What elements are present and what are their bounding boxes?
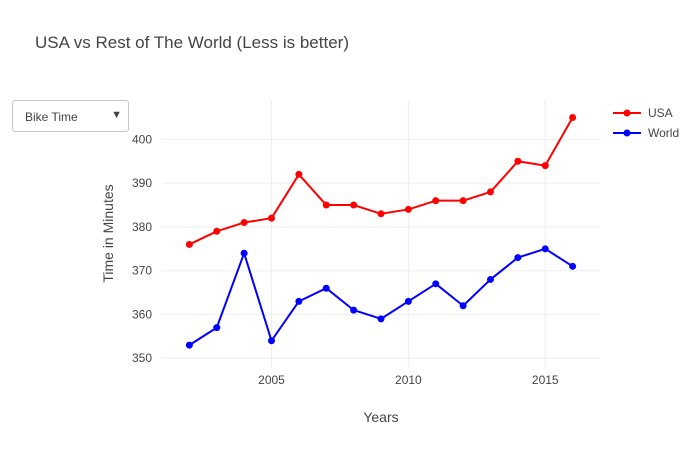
data-point[interactable] (185, 240, 193, 248)
series-usa (185, 114, 577, 248)
data-point[interactable] (322, 284, 330, 292)
data-point[interactable] (350, 201, 358, 209)
x-tick-labels: 2005 2010 2015 (258, 373, 559, 387)
legend-item-usa[interactable]: USA (613, 106, 673, 120)
data-point[interactable] (459, 302, 467, 310)
data-point[interactable] (350, 306, 358, 314)
data-point[interactable] (268, 214, 275, 222)
data-point[interactable] (404, 297, 412, 305)
legend-marker (623, 129, 631, 137)
data-point[interactable] (432, 280, 440, 288)
y-axis-title: Time in Minutes (100, 184, 116, 282)
data-point[interactable] (295, 170, 303, 178)
x-axis-title: Years (363, 409, 398, 425)
x-tick-label: 2005 (258, 373, 285, 387)
data-point[interactable] (487, 188, 494, 196)
y-tick-label: 400 (132, 132, 152, 146)
data-point[interactable] (185, 341, 193, 349)
data-point[interactable] (404, 205, 412, 213)
data-point[interactable] (514, 254, 522, 262)
data-point[interactable] (213, 227, 221, 235)
metric-dropdown[interactable]: Bike Time ▼ (12, 100, 129, 132)
x-tick-label: 2010 (395, 373, 422, 387)
legend-item-world[interactable]: World (613, 126, 679, 140)
data-point[interactable] (240, 219, 248, 227)
y-tick-label: 390 (132, 176, 152, 190)
y-tick-label: 360 (132, 307, 152, 321)
legend: USA World (613, 106, 679, 140)
series-group (185, 114, 577, 349)
data-point[interactable] (240, 249, 248, 257)
data-point[interactable] (213, 324, 221, 332)
y-tick-label: 380 (132, 220, 152, 234)
data-point[interactable] (377, 210, 385, 218)
y-tick-labels: 350 360 370 380 390 400 (132, 132, 152, 365)
series-line (188, 117, 574, 246)
data-point[interactable] (432, 197, 440, 205)
data-point[interactable] (569, 262, 577, 270)
data-point[interactable] (569, 114, 577, 122)
series-world (185, 245, 577, 349)
data-point[interactable] (377, 315, 385, 323)
legend-marker (623, 109, 631, 117)
legend-label: USA (648, 106, 673, 120)
data-point[interactable] (487, 275, 494, 283)
triangle-down-icon: ▼ (111, 109, 122, 121)
y-tick-label: 370 (132, 264, 152, 278)
data-point[interactable] (541, 162, 549, 170)
legend-label: World (648, 126, 679, 140)
data-point[interactable] (268, 337, 275, 345)
y-tick-label: 350 (132, 351, 152, 365)
data-point[interactable] (459, 197, 467, 205)
data-point[interactable] (322, 201, 330, 209)
data-point[interactable] (514, 157, 522, 165)
grid-lines (162, 100, 600, 367)
chart-title: USA vs Rest of The World (Less is better… (35, 33, 349, 52)
dropdown-selected-label: Bike Time (25, 110, 78, 124)
data-point[interactable] (541, 245, 549, 253)
data-point[interactable] (295, 297, 303, 305)
x-tick-label: 2015 (532, 373, 559, 387)
series-line (188, 247, 574, 346)
